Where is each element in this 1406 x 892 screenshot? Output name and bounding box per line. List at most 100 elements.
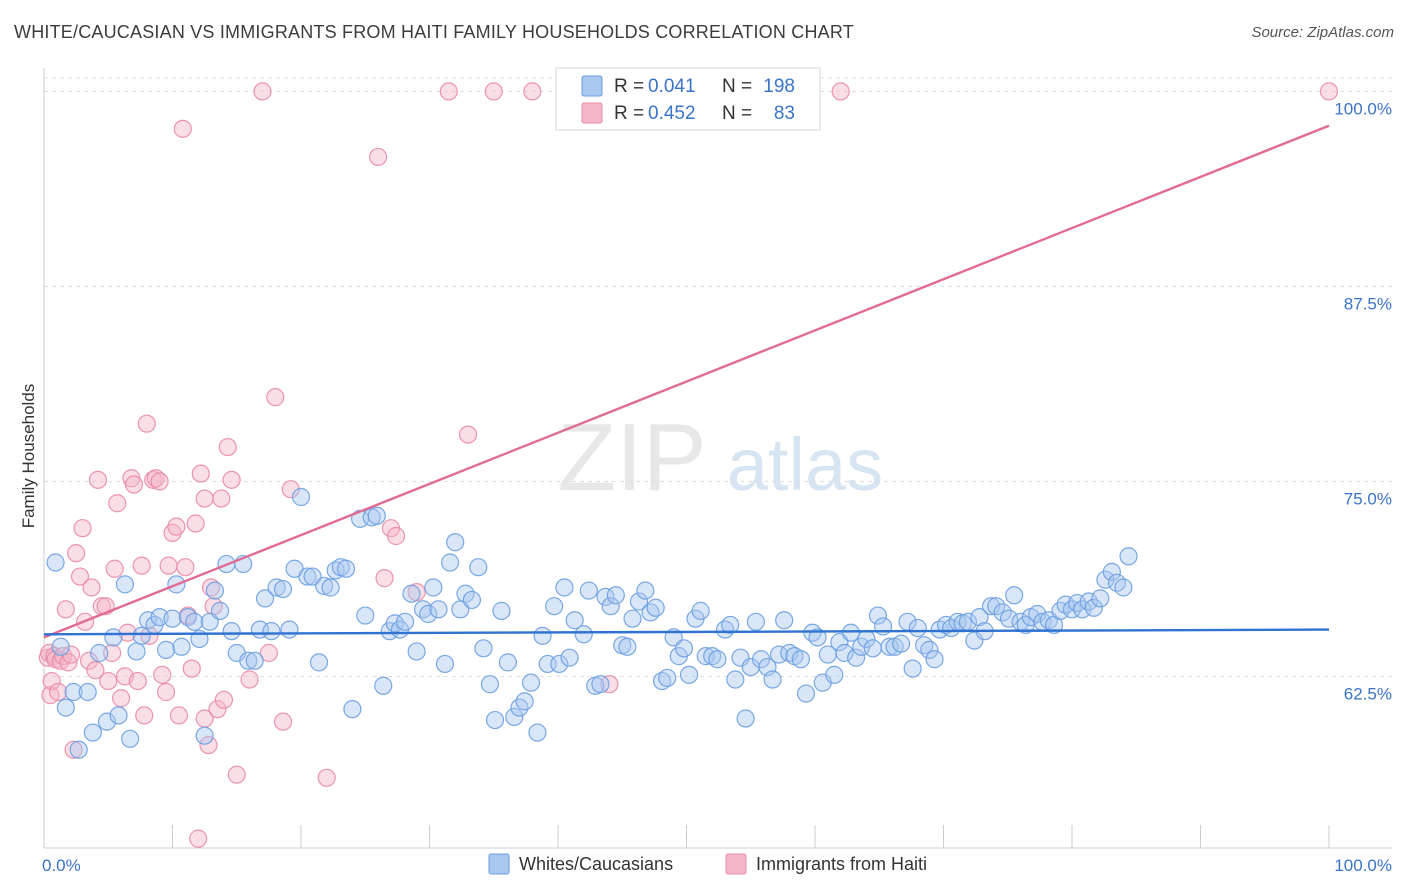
whites-point: [163, 609, 182, 628]
legend-r-label-haiti: R =: [614, 103, 644, 124]
whites-point: [474, 639, 493, 658]
whites-point: [291, 487, 311, 507]
whites-point: [120, 729, 140, 748]
whites-point: [195, 726, 214, 745]
haiti-point: [86, 661, 105, 680]
whites-point: [64, 682, 83, 702]
haiti-point: [208, 700, 227, 719]
whites-point: [658, 668, 677, 688]
haiti-point: [105, 559, 124, 578]
whites-point: [356, 606, 375, 625]
whites-point: [298, 567, 317, 586]
legend-r-value-whites: 0.041: [648, 76, 696, 97]
whites-point: [51, 637, 70, 656]
whites-point: [981, 597, 1001, 616]
whites-point: [606, 586, 625, 605]
legend-n-value-haiti: 83: [774, 103, 795, 124]
whites-point: [343, 700, 362, 719]
haiti-point: [369, 147, 388, 167]
haiti-point: [137, 414, 156, 433]
haiti-point: [135, 706, 154, 725]
whites-point: [374, 676, 393, 695]
haiti-point: [176, 558, 195, 577]
haiti-point: [227, 765, 246, 784]
series-legend: Whites/Caucasians Immigrants from Haiti: [488, 853, 927, 875]
whites-point: [999, 609, 1019, 628]
chart-title: WHITE/CAUCASIAN VS IMMIGRANTS FROM HAITI…: [14, 22, 854, 42]
haiti-point: [150, 472, 169, 491]
whites-point: [528, 723, 547, 742]
legend-r-label-whites: R =: [614, 76, 644, 97]
whites-point: [679, 665, 699, 684]
trend-layer: [43, 124, 1330, 639]
haiti-point: [156, 682, 176, 702]
whites-point: [498, 653, 517, 672]
whites-point: [273, 579, 293, 599]
whites-point: [239, 651, 258, 670]
whites-point: [560, 648, 579, 667]
whites-point: [763, 670, 782, 689]
whites-point: [90, 643, 109, 663]
whites-point: [618, 637, 637, 656]
haiti-point: [266, 388, 285, 407]
haiti-trendline: [43, 124, 1330, 639]
whites-point: [623, 609, 642, 628]
haiti-point: [118, 623, 137, 642]
haiti-point: [191, 464, 210, 483]
whites-point: [863, 639, 882, 658]
bottom-legend-label-haiti: Immigrants from Haiti: [756, 854, 927, 874]
whites-point: [56, 698, 75, 717]
haiti-point: [222, 470, 241, 489]
whites-point: [696, 647, 715, 666]
haiti-point: [140, 626, 159, 645]
haiti-point: [1319, 82, 1339, 101]
whites-point: [970, 608, 989, 627]
whites-point: [545, 597, 564, 616]
whites-point: [515, 692, 534, 711]
legend-n-value-whites: 198: [763, 76, 795, 97]
series-haiti: [38, 82, 1339, 848]
whites-point: [726, 670, 745, 689]
haiti-point: [103, 643, 122, 663]
haiti-point: [386, 526, 406, 546]
whites-point: [127, 642, 146, 661]
haiti-point: [240, 670, 259, 689]
haiti-point: [64, 740, 83, 759]
whites-point: [462, 590, 482, 610]
whites-point: [825, 665, 844, 684]
legend-swatch-whites: [581, 75, 603, 97]
whites-point: [309, 653, 329, 672]
whites-point: [435, 654, 455, 674]
bottom-legend-swatch-haiti: [725, 853, 747, 875]
whites-point: [104, 628, 123, 647]
haiti-point: [273, 712, 293, 731]
whites-point: [746, 612, 765, 631]
whites-point: [555, 578, 574, 597]
whites-point: [205, 581, 225, 600]
haiti-point: [195, 489, 214, 508]
haiti-point: [186, 514, 205, 533]
y-axis-label: Family Households: [19, 384, 38, 529]
whites-point: [629, 592, 649, 611]
whites-point: [691, 601, 710, 620]
whites-point: [1091, 589, 1110, 608]
y-tick-label: 62.5%: [1344, 684, 1392, 703]
whites-point: [903, 659, 922, 678]
whites-point: [601, 597, 620, 616]
whites-point: [708, 650, 727, 669]
whites-point: [419, 604, 438, 624]
whites-point: [267, 578, 286, 597]
haiti-point: [173, 119, 192, 138]
whites-point: [1114, 578, 1133, 597]
haiti-point: [375, 569, 394, 588]
whites-point: [492, 601, 511, 620]
whites-point: [245, 651, 264, 670]
whites-point: [83, 723, 102, 742]
bottom-legend-swatch-whites: [488, 853, 510, 875]
whites-point: [440, 553, 460, 572]
haiti-point: [199, 735, 218, 755]
whites-point: [505, 707, 524, 727]
haiti-point: [49, 682, 68, 702]
whites-point: [115, 575, 135, 594]
